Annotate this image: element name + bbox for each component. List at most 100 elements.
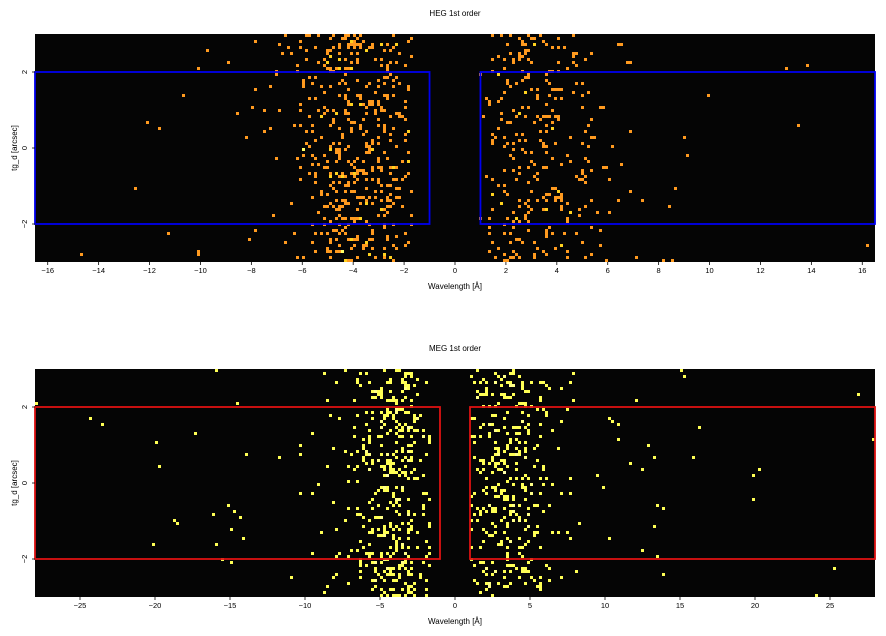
heg-event-pixel — [281, 52, 284, 55]
heg-event-pixel — [365, 142, 368, 145]
heg-event-pixel — [593, 136, 596, 139]
meg-event-pixel — [407, 522, 410, 525]
meg-event-pixel — [362, 438, 365, 441]
meg-event-pixel — [566, 408, 569, 411]
meg-event-pixel — [407, 528, 410, 531]
heg-event-pixel — [335, 148, 338, 151]
meg-event-pixel — [428, 441, 431, 444]
heg-event-pixel — [350, 163, 353, 166]
meg-event-pixel — [389, 570, 392, 573]
meg-event-pixel — [377, 504, 380, 507]
heg-event-pixel — [341, 136, 344, 139]
heg-event-pixel — [383, 109, 386, 112]
meg-event-pixel — [536, 444, 539, 447]
meg-event-pixel — [401, 378, 404, 381]
meg-event-pixel — [524, 474, 527, 477]
meg-event-pixel — [476, 519, 479, 522]
meg-event-pixel — [356, 465, 359, 468]
meg-event-pixel — [473, 492, 476, 495]
meg-event-pixel — [479, 393, 482, 396]
heg-x-axis: −16 −14 −12 −10 −8 −6 −4 −2 0 2 4 6 8 10 12 14 16 — [41, 262, 866, 275]
meg-event-pixel — [176, 522, 179, 525]
heg-event-pixel — [338, 232, 341, 235]
meg-event-pixel — [398, 369, 401, 372]
heg-event-pixel — [500, 34, 503, 37]
meg-event-pixel — [416, 378, 419, 381]
meg-event-pixel — [488, 534, 491, 537]
meg-event-pixel — [359, 513, 362, 516]
heg-event-pixel — [626, 61, 629, 64]
meg-event-pixel — [539, 399, 542, 402]
meg-event-pixel — [230, 561, 233, 564]
heg-event-pixel — [341, 250, 344, 253]
meg-event-pixel — [539, 435, 542, 438]
heg-event-pixel — [338, 82, 341, 85]
meg-event-pixel — [398, 594, 401, 597]
meg-ylabel: tg_d [arcsec] — [10, 460, 19, 506]
meg-event-pixel — [407, 387, 410, 390]
meg-event-pixel — [392, 492, 395, 495]
meg-event-pixel — [473, 381, 476, 384]
meg-event-pixel — [389, 501, 392, 504]
meg-event-pixel — [398, 423, 401, 426]
heg-event-pixel — [332, 181, 335, 184]
heg-x-tick-label: 12 — [756, 266, 764, 275]
heg-event-pixel — [350, 190, 353, 193]
heg-event-pixel — [512, 226, 515, 229]
meg-event-pixel — [299, 492, 302, 495]
meg-event-pixel — [512, 384, 515, 387]
meg-event-pixel — [500, 540, 503, 543]
meg-event-pixel — [407, 546, 410, 549]
heg-event-pixel — [584, 58, 587, 61]
meg-event-pixel — [539, 582, 542, 585]
meg-event-pixel — [395, 540, 398, 543]
meg-event-pixel — [509, 570, 512, 573]
heg-event-pixel — [296, 157, 299, 160]
heg-event-pixel — [515, 178, 518, 181]
meg-event-pixel — [353, 435, 356, 438]
meg-event-pixel — [473, 435, 476, 438]
meg-event-pixel — [509, 384, 512, 387]
meg-event-pixel — [542, 483, 545, 486]
meg-event-pixel — [359, 564, 362, 567]
meg-event-pixel — [401, 381, 404, 384]
meg-event-pixel — [518, 426, 521, 429]
meg-event-pixel — [386, 414, 389, 417]
heg-event-pixel — [329, 55, 332, 58]
heg-event-pixel — [398, 112, 401, 115]
heg-event-pixel — [395, 235, 398, 238]
meg-event-pixel — [380, 390, 383, 393]
heg-event-pixel — [542, 40, 545, 43]
heg-event-pixel — [353, 43, 356, 46]
meg-event-pixel — [404, 375, 407, 378]
meg-event-pixel — [350, 549, 353, 552]
heg-event-pixel — [590, 118, 593, 121]
heg-event-pixel — [542, 208, 545, 211]
heg-event-pixel — [533, 43, 536, 46]
heg-event-pixel — [368, 100, 371, 103]
meg-event-pixel — [497, 429, 500, 432]
heg-event-pixel — [395, 187, 398, 190]
meg-event-pixel — [494, 381, 497, 384]
meg-event-pixel — [506, 381, 509, 384]
meg-event-pixel — [497, 375, 500, 378]
heg-event-pixel — [350, 172, 353, 175]
meg-event-pixel — [494, 495, 497, 498]
heg-x-tick-label: 10 — [705, 266, 713, 275]
meg-event-pixel — [395, 420, 398, 423]
heg-event-pixel — [515, 115, 518, 118]
meg-event-pixel — [389, 567, 392, 570]
meg-event-pixel — [386, 453, 389, 456]
heg-event-pixel — [575, 232, 578, 235]
heg-event-pixel — [392, 79, 395, 82]
heg-event-pixel — [509, 241, 512, 244]
heg-event-pixel — [338, 208, 341, 211]
heg-event-pixel — [524, 76, 527, 79]
heg-event-pixel — [395, 145, 398, 148]
heg-event-pixel — [311, 163, 314, 166]
heg-event-pixel — [527, 229, 530, 232]
meg-event-pixel — [518, 546, 521, 549]
meg-event-pixel — [482, 507, 485, 510]
meg-event-pixel — [389, 522, 392, 525]
meg-event-pixel — [617, 423, 620, 426]
